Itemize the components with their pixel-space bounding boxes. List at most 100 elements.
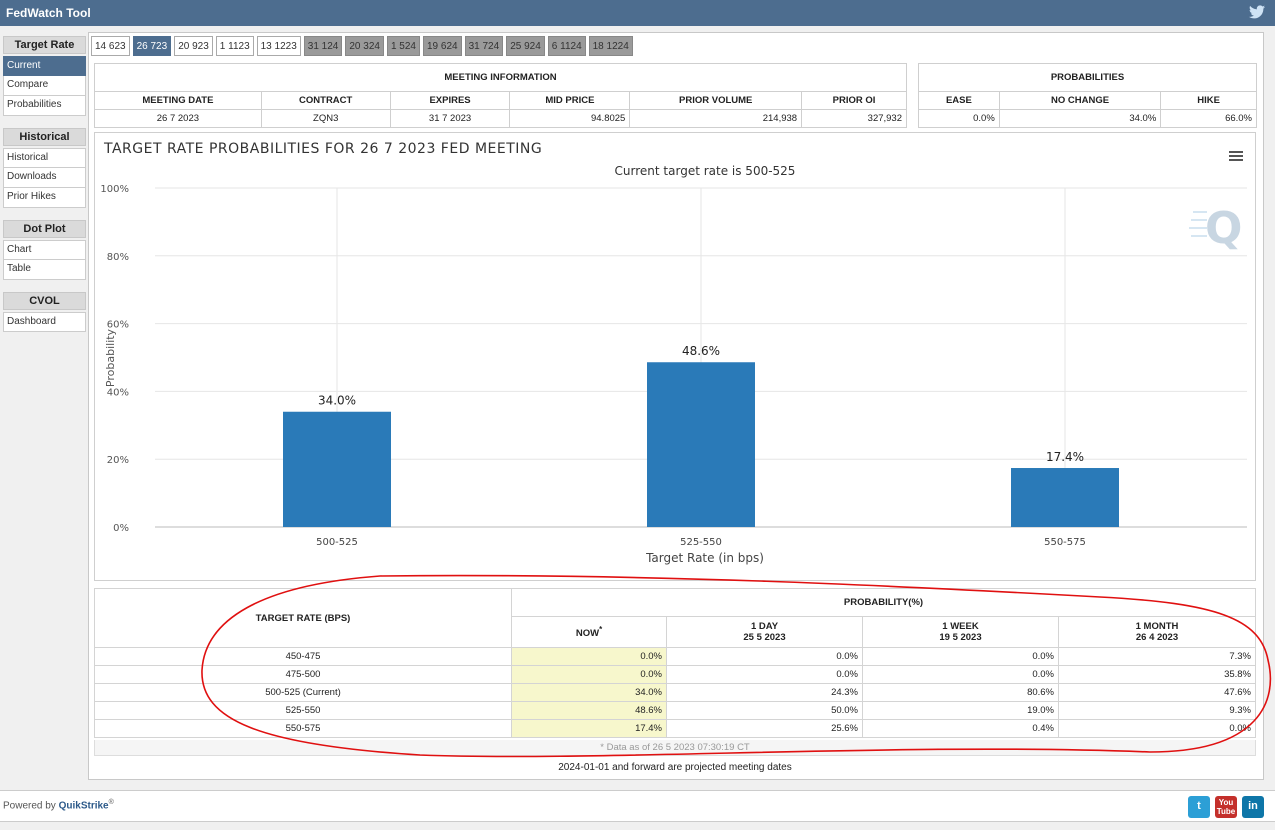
col-target-rate: TARGET RATE (BPS) [94, 588, 512, 648]
linkedin-icon[interactable]: in [1242, 796, 1264, 818]
col-1-month: 1 MONTH 26 4 2023 [1058, 616, 1256, 648]
tab-meeting-20-923[interactable]: 20 923 [174, 36, 213, 56]
sidebar-item-chart[interactable]: Chart [3, 240, 86, 260]
table-row: 450-475 0.0% 0.0% 0.0% 7.3% [94, 647, 1256, 666]
col-now: NOW* [511, 616, 667, 648]
youtube-icon[interactable]: You Tube [1215, 796, 1237, 818]
x-tick-label: 550-575 [1044, 537, 1086, 548]
chart-menu-icon[interactable] [1229, 151, 1243, 161]
target-rate-cell: 475-500 [94, 665, 512, 684]
x-tick-label: 500-525 [316, 537, 358, 548]
sidebar-item-current[interactable]: Current [3, 56, 86, 76]
col-label: 1 MONTH [1135, 621, 1179, 632]
tab-meeting-18-1224[interactable]: 18 1224 [588, 36, 633, 56]
sidebar-item-dashboard[interactable]: Dashboard [3, 312, 86, 332]
sidebar-item-prior-hikes[interactable]: Prior Hikes [3, 188, 86, 208]
powered-by: Powered by QuikStrike® [3, 799, 114, 811]
probability-cell: 47.6% [1058, 683, 1256, 702]
probability-cell: 17.4% [511, 719, 667, 738]
sidebar-item-downloads[interactable]: Downloads [3, 168, 86, 188]
prior-volume-value: 214,938 [629, 109, 803, 128]
col-hike: HIKE [1160, 91, 1257, 110]
col-label: 1 DAY [750, 621, 779, 632]
no-change-value: 34.0% [998, 109, 1162, 128]
sidebar-item-compare[interactable]: Compare [3, 76, 86, 96]
probability-cell: 0.4% [862, 719, 1059, 738]
probability-cell: 24.3% [666, 683, 863, 702]
tab-meeting-14-623[interactable]: 14 623 [91, 36, 130, 56]
probability-cell: 80.6% [862, 683, 1059, 702]
table-row: 550-575 17.4% 25.6% 0.4% 0.0% [94, 719, 1256, 738]
tab-meeting-31-124[interactable]: 31 124 [303, 36, 343, 56]
tab-meeting-6-1124[interactable]: 6 1124 [547, 36, 586, 56]
probability-group-heading: PROBABILITY(%) [511, 588, 1256, 617]
col-date: 25 5 2023 [743, 632, 786, 643]
bar-550-575[interactable] [1011, 468, 1119, 527]
sidebar: Target Rate Current Compare Probabilities Hi… [3, 36, 86, 332]
x-axis-label: Target Rate (in bps) [645, 551, 764, 565]
app-titlebar: FedWatch Tool [0, 0, 1275, 26]
col-label: NOW [575, 628, 600, 640]
probability-cell: 7.3% [1058, 647, 1256, 666]
data-timestamp-note: * Data as of 26 5 2023 07:30:19 CT [94, 740, 1256, 756]
table-row: 500-525 (Current) 34.0% 24.3% 80.6% 47.6% [94, 683, 1256, 702]
col-no-change: NO CHANGE [998, 91, 1162, 110]
col-label: 1 WEEK [942, 621, 979, 632]
probability-cell: 34.0% [511, 683, 667, 702]
probability-cell: 0.0% [862, 665, 1059, 684]
probability-cell: 0.0% [511, 647, 667, 666]
bar-value-label: 17.4% [1046, 450, 1084, 464]
tab-meeting-25-924[interactable]: 25 924 [506, 36, 545, 56]
probability-cell: 19.0% [862, 701, 1059, 720]
probability-cell: 9.3% [1058, 701, 1256, 720]
quikstrike-brand[interactable]: QuikStrike [58, 800, 109, 812]
y-tick-label: 0% [113, 523, 129, 534]
bar-525-550[interactable] [647, 362, 755, 527]
col-meeting-date: MEETING DATE [94, 91, 262, 110]
twitter-icon[interactable] [1249, 5, 1265, 19]
probability-cell: 0.0% [511, 665, 667, 684]
target-rate-cell: 500-525 (Current) [94, 683, 512, 702]
prior-oi-value: 327,932 [801, 109, 907, 128]
projected-dates-note: 2024-01-01 and forward are projected mee… [558, 762, 792, 773]
app-title: FedWatch Tool [6, 6, 91, 20]
expires-value: 31 7 2023 [389, 109, 511, 128]
sidebar-item-table[interactable]: Table [3, 260, 86, 280]
probability-table: TARGET RATE (BPS) PROBABILITY(%) NOW* 1 D… [94, 588, 1256, 738]
bar-500-525[interactable] [283, 411, 391, 527]
col-contract: CONTRACT [260, 91, 391, 110]
meeting-info-table: MEETING INFORMATION MEETING DATE CONTRAC… [94, 63, 907, 128]
table-row: 475-500 0.0% 0.0% 0.0% 35.8% [94, 665, 1256, 684]
probability-cell: 0.0% [666, 647, 863, 666]
probability-cell: 0.0% [666, 665, 863, 684]
col-1-week: 1 WEEK 19 5 2023 [862, 616, 1059, 648]
powered-by-label: Powered by [3, 800, 56, 812]
sidebar-item-historical[interactable]: Historical [3, 148, 86, 168]
probability-cell: 0.0% [1058, 719, 1256, 738]
probability-cell: 48.6% [511, 701, 667, 720]
twitter-share-icon[interactable]: t [1188, 796, 1210, 818]
probability-cell: 50.0% [666, 701, 863, 720]
y-tick-label: 20% [107, 455, 129, 466]
hike-value: 66.0% [1160, 109, 1257, 128]
tab-meeting-1-1123[interactable]: 1 1123 [215, 36, 254, 56]
probability-cell: 35.8% [1058, 665, 1256, 684]
tab-meeting-1-524[interactable]: 1 524 [386, 36, 420, 56]
tab-meeting-20-324[interactable]: 20 324 [345, 36, 384, 56]
y-axis-label: Probability [104, 328, 117, 387]
y-tick-label: 80% [107, 252, 129, 263]
tab-meeting-13-1223[interactable]: 13 1223 [256, 36, 301, 56]
sidebar-item-probabilities[interactable]: Probabilities [3, 96, 86, 116]
contract-value: ZQN3 [260, 109, 391, 128]
target-rate-cell: 550-575 [94, 719, 512, 738]
table-row: 525-550 48.6% 50.0% 19.0% 9.3% [94, 701, 1256, 720]
tab-meeting-31-724[interactable]: 31 724 [464, 36, 504, 56]
bar-value-label: 34.0% [318, 394, 356, 408]
svg-text:Q: Q [1205, 203, 1242, 254]
chart-container: TARGET RATE PROBABILITIES FOR 26 7 2023 … [94, 132, 1256, 581]
footer-bar: Powered by QuikStrike® t You Tube in [0, 790, 1275, 822]
tab-meeting-19-624[interactable]: 19 624 [423, 36, 462, 56]
y-tick-label: 40% [107, 387, 129, 398]
chart-subtitle: Current target rate is 500-525 [615, 164, 796, 178]
tab-meeting-26-723[interactable]: 26 723 [132, 36, 172, 56]
